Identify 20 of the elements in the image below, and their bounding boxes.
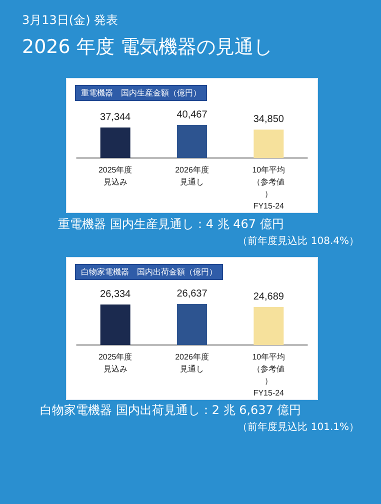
text: 3月13日(金) 発表 (22, 12, 118, 29)
x-tick-label: 2025年度見込み (98, 352, 132, 374)
chart-title: 白物家電機器 国内出荷金額（億円） (81, 268, 217, 276)
text: 重電機器 国内生産見通し：4 兆 467 億円 (58, 216, 284, 233)
data-label: 26,637 (176, 288, 208, 300)
text: 2026 年度 電気機器の見通し (22, 35, 272, 60)
data-label: 34,850 (253, 114, 284, 126)
data-label: 26,334 (100, 288, 132, 300)
x-tick-label: 2026年度見通し (175, 166, 209, 186)
text: （前年度見込比 101.1%） (238, 420, 359, 434)
x-tick-label: 2025年度見込み (98, 166, 132, 186)
data-label: 37,344 (100, 112, 132, 124)
text: 白物家電機器 国内出荷見通し：2 兆 6,637 億円 (40, 402, 302, 419)
x-tick-label: 10年平均（参考値）FY15-24 (252, 352, 286, 398)
x-tick-label: 10年平均（参考値）FY15-24 (252, 166, 286, 210)
x-tick-label: 2026年度見通し (175, 352, 209, 374)
data-label: 40,467 (176, 110, 208, 120)
text: （前年度見込比 108.4%） (238, 234, 359, 248)
data-label: 24,689 (253, 292, 284, 302)
chart-title: 重電機器 国内生産金額（億円） (81, 88, 201, 98)
